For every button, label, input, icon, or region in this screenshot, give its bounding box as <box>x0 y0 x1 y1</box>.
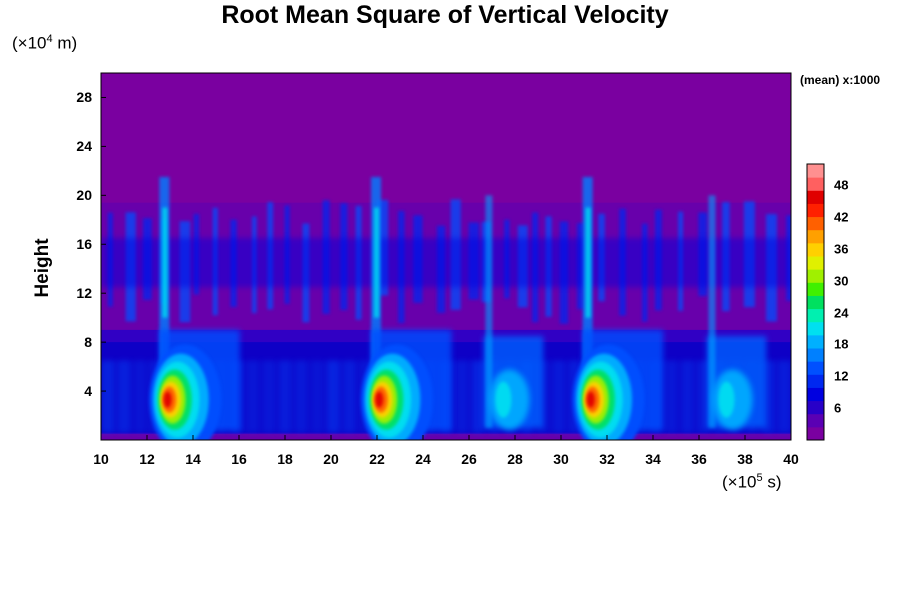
y-tick-label: 20 <box>76 187 92 204</box>
x-tick-label: 28 <box>507 451 523 467</box>
x-tick-label: 32 <box>599 451 615 467</box>
colorbar-tick-label: 30 <box>834 273 849 289</box>
colorbar-tick-label: 42 <box>834 209 849 225</box>
shallow-event-peak <box>718 381 735 418</box>
shallow-event-column <box>485 195 493 428</box>
colorbar-tick-label: 36 <box>834 241 849 257</box>
y-tick-label: 8 <box>84 334 92 351</box>
colorbar-segment <box>807 229 824 244</box>
colorbar-segment <box>807 348 824 362</box>
deep-event-contour <box>586 391 595 408</box>
colorbar-segment <box>807 203 824 218</box>
y-tick-label: 16 <box>76 236 92 253</box>
deep-event-column-core <box>585 207 591 318</box>
upper-band-glow <box>101 238 791 288</box>
colorbar-segment <box>807 190 824 204</box>
x-tick-label: 36 <box>691 451 707 467</box>
lower-haze <box>777 360 791 433</box>
colorbar-segment <box>807 256 824 270</box>
x-tick-label: 26 <box>461 451 477 467</box>
colorbar-tick-label: 6 <box>834 400 842 416</box>
deep-event-contour <box>163 391 172 408</box>
colorbar-segment <box>807 334 824 349</box>
shallow-event-column <box>708 195 716 428</box>
x-tick-label: 24 <box>415 451 431 467</box>
colorbar-tick-label: 24 <box>834 305 849 321</box>
colorbar-segment <box>807 321 824 336</box>
lower-haze <box>471 360 486 433</box>
lower-haze <box>680 360 695 433</box>
lower-haze <box>101 360 115 433</box>
colorbar-segment <box>807 308 824 323</box>
colorbar-segment <box>807 164 824 178</box>
colorbar-tick-label: 48 <box>834 177 849 193</box>
deep-event-column-core <box>162 207 168 318</box>
lower-haze <box>117 360 132 433</box>
x-tick-label: 38 <box>737 451 753 467</box>
lower-haze <box>455 360 470 433</box>
x-axis-unit: (×105 s) <box>722 472 782 492</box>
x-tick-label: 20 <box>323 451 339 467</box>
lower-haze <box>326 360 341 433</box>
colorbar-segment <box>807 426 824 441</box>
colorbar-segment <box>807 242 824 257</box>
colorbar-segment <box>807 361 824 375</box>
lower-haze <box>310 360 325 433</box>
x-tick-label: 12 <box>139 451 155 467</box>
x-tick-label: 18 <box>277 451 293 467</box>
deep-event-column-core <box>374 207 379 318</box>
x-tick-label: 30 <box>553 451 569 467</box>
lower-haze <box>664 360 679 433</box>
y-axis-unit: (×104 m) <box>12 33 78 53</box>
chart-title: Root Mean Square of Vertical Velocity <box>221 1 669 29</box>
plot-frame <box>100 72 792 441</box>
x-tick-label: 14 <box>185 451 201 467</box>
heatmap-field <box>101 176 791 440</box>
colorbar-segment <box>807 295 824 310</box>
y-tick-label: 24 <box>76 138 92 155</box>
lower-haze <box>294 360 309 433</box>
lower-haze <box>262 360 276 433</box>
y-tick-label: 12 <box>76 285 92 302</box>
x-tick-label: 22 <box>369 451 385 467</box>
x-tick-label: 40 <box>783 451 799 467</box>
y-tick-label: 28 <box>76 89 92 106</box>
shallow-event-peak <box>495 381 512 418</box>
lower-haze <box>133 360 148 433</box>
colorbar-segment <box>807 413 824 428</box>
lower-haze <box>551 360 566 433</box>
deep-event-contour <box>375 391 384 408</box>
lower-haze <box>245 360 260 433</box>
colorbar-segment <box>807 216 824 231</box>
colorbar-segment <box>807 177 824 191</box>
y-tick-label: 4 <box>84 383 92 400</box>
colorbar-tick-label: 12 <box>834 368 849 384</box>
colorbar-segment <box>807 269 824 283</box>
colorbar-segment <box>807 400 824 415</box>
colorbar-scale-note: (mean) x:1000 <box>800 73 881 87</box>
colorbar-tick-label: 18 <box>834 336 849 352</box>
x-tick-label: 16 <box>231 451 247 467</box>
colorbar-segment <box>807 282 824 296</box>
colorbar-segment <box>807 387 824 402</box>
lower-haze <box>278 360 293 433</box>
x-tick-label: 34 <box>645 451 661 467</box>
colorbar-frame <box>806 163 825 441</box>
lower-haze <box>342 360 357 433</box>
colorbar-segment <box>807 374 824 388</box>
x-tick-label: 10 <box>93 451 109 467</box>
